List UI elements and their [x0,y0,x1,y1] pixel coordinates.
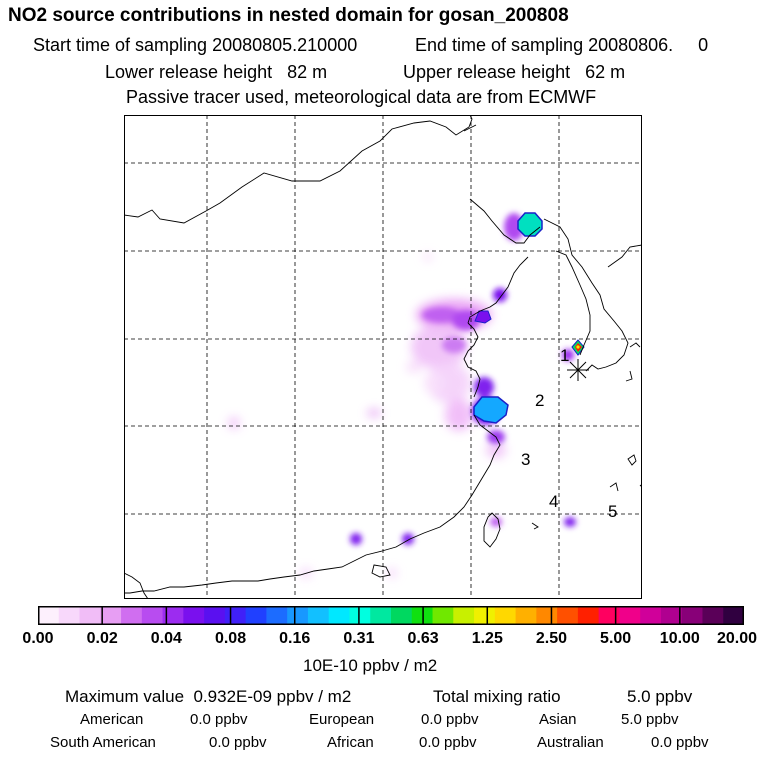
region-value-european: 0.0 ppbv [421,711,479,728]
region-name-european: European [309,711,375,728]
total-mixing-ratio-value: 5.0 ppbv [627,687,693,706]
colorbar-tick-label: 0.63 [407,630,439,647]
region-value-south-american: 0.0 ppbv [209,734,267,751]
colorbar-swatch [349,606,371,625]
lower-release-text: Lower release height 82 m [105,62,328,82]
map-frame [124,115,642,599]
colorbar-tick-label: 1.25 [471,630,503,647]
upper-release-text: Upper release height 62 m [403,62,626,82]
colorbar-tick-label: 20.00 [716,630,758,647]
colorbar-swatch [245,606,267,625]
colorbar-tick-label: 10.00 [659,630,700,647]
end-sampling-text: End time of sampling 20080806. 0 [415,35,709,55]
colorbar-swatch [577,606,600,625]
colorbar-swatch [287,606,309,625]
colorbar-swatch [391,606,413,625]
region-value-asian: 5.0 ppbv [621,711,679,728]
colorbar-tick-label: 0.00 [22,630,54,647]
colorbar-swatch [453,606,475,625]
colorbar-swatch [536,606,558,625]
receptor-asterisk-icon [567,359,589,381]
colorbar-swatch [141,606,164,625]
start-sampling-text: Start time of sampling 20080805.210000 [33,35,358,55]
colorbar-swatch [598,606,620,625]
site-label-2: 2 [535,391,544,410]
colorbar-swatch [494,606,517,625]
colorbar-swatch [702,606,724,625]
region-value-american: 0.0 ppbv [190,711,248,728]
site-label-4: 4 [549,492,558,511]
region-name-australian: Australian [537,734,604,751]
colorbar-tick-label: 0.16 [279,630,311,647]
colorbar-swatch [121,606,143,625]
colorbar-swatch [183,606,205,625]
site-label-3: 3 [521,450,530,469]
region-name-american: American [80,711,144,728]
source-contribution-map: 1 2 3 4 5 [124,115,642,599]
northeast-hotspot [517,212,543,237]
colorbar-swatch [660,606,683,625]
colorbar-swatch [162,606,184,625]
colorbar-tick-label: 0.04 [150,630,182,647]
colorbar-swatch [58,606,81,625]
total-mixing-ratio-label: Total mixing ratio [433,687,561,706]
site-label-5: 5 [608,502,617,521]
page-title: NO2 source contributions in nested domai… [8,5,569,26]
colorbar-swatch [370,606,392,625]
colorbar-swatch [432,606,454,625]
colorbar-tick-label: 0.31 [343,630,375,647]
colorbar-swatch [79,606,101,625]
tracer-note-text: Passive tracer used, meteorological data… [126,87,597,107]
colorbar-swatch [474,606,496,625]
colorbar-swatch [328,606,350,625]
colorbar-swatch [723,606,744,625]
region-value-australian: 0.0 ppbv [651,734,709,751]
colorbar-swatch [681,606,703,625]
grid-layer [124,115,642,599]
colorbar-swatch [515,606,537,625]
colorbar-tick-label: 0.02 [86,630,118,647]
colorbar-swatch [204,606,226,625]
plume-layer [228,212,585,578]
region-name-south-american: South American [50,734,156,751]
site-label-1: 1 [560,346,569,365]
maximum-value-text: Maximum value 0.932E-09 ppbv / m2 [65,687,352,706]
region-name-african: African [327,734,374,751]
shanghai-hotspot [473,396,509,424]
colorbar-swatch [100,606,122,625]
region-value-african: 0.0 ppbv [419,734,477,751]
colorbar-swatch [557,606,579,625]
colorbar-swatch [224,606,247,625]
colorbar-swatch [640,606,662,625]
colorbar-swatch [619,606,641,625]
colorbar-tick-label: 2.50 [535,630,568,647]
colorbar [38,606,744,625]
colorbar-swatch [307,606,330,625]
colorbar-tick-label: 0.08 [214,630,247,647]
colorbar-swatch [38,606,60,625]
colorbar-units: 10E-10 ppbv / m2 [303,656,438,675]
colorbar-swatch [266,606,288,625]
colorbar-tick-label: 5.00 [600,630,632,647]
region-name-asian: Asian [539,711,577,728]
